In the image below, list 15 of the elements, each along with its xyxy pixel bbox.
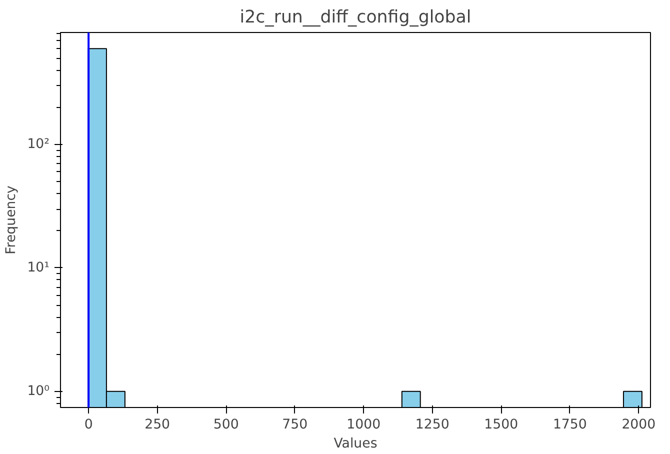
x-axis-title: Values: [334, 436, 378, 452]
chart-title: i2c_run__diff_config_global: [240, 8, 472, 28]
x-tick-label: 2000: [622, 418, 656, 432]
y-tick-label: 10²: [27, 137, 50, 152]
y-tick-label: 10⁰: [27, 384, 50, 399]
x-tick-label: 250: [144, 418, 170, 432]
y-tick-label: 10¹: [27, 260, 50, 276]
x-tick-label: 0: [84, 418, 93, 432]
x-tick-label: 500: [213, 418, 239, 432]
x-tick-label: 1250: [415, 418, 450, 432]
y-axis-title: Frequency: [4, 185, 20, 254]
x-tick-label: 1500: [484, 418, 518, 432]
x-tick-label: 750: [282, 418, 308, 432]
x-tick-label: 1750: [552, 418, 587, 432]
x-tick-label: 1000: [346, 418, 381, 432]
